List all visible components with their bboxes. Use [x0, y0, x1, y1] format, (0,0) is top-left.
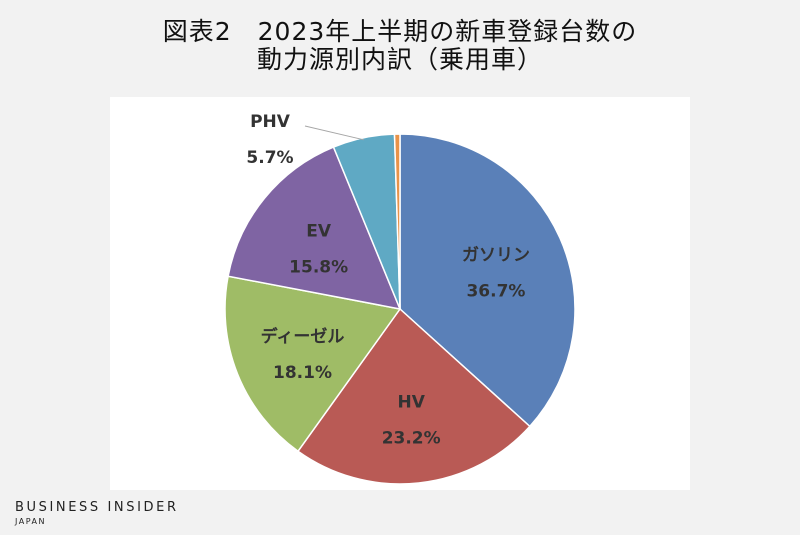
brand-sub: JAPAN [15, 517, 46, 526]
pie-slice-2 [296, 307, 531, 485]
plot-area: ガソリン 36.7% HV 23.2% ディーゼル 18.1% EV 15.8% PHV 5.7% [110, 97, 690, 490]
pie-slice-4 [227, 146, 402, 310]
brand-logo: BUSINESS INSIDER [15, 500, 179, 515]
chart-title: 図表2 2023年上半期の新車登録台数の 動力源別内訳（乗用車） [0, 18, 800, 74]
pie-chart: ガソリン 36.7% HV 23.2% ディーゼル 18.1% EV 15.8% PHV 5.7% [224, 112, 576, 485]
slice-label-2: HV [397, 392, 425, 412]
slice-value-1: 36.7% [466, 281, 525, 301]
slice-value-3: 18.1% [273, 363, 332, 383]
pie-slice-3 [224, 275, 402, 453]
footer: BUSINESS INSIDER JAPAN [0, 490, 800, 535]
slice-value-2: 23.2% [382, 428, 441, 448]
slice-label-3: ディーゼル [261, 326, 345, 347]
pie-slice-6 [393, 133, 401, 310]
slice-label-1: ガソリン [462, 245, 530, 265]
pie-slice-1 [399, 133, 576, 428]
title-line-1: 図表2 2023年上半期の新車登録台数の [162, 17, 638, 46]
slice-value-4: 15.8% [289, 258, 348, 278]
slice-value-5: 5.7% [246, 148, 293, 168]
slice-label-5: PHV [250, 112, 291, 132]
slice-label-4: EV [306, 222, 332, 242]
leader-line-5 [304, 125, 364, 141]
title-line-2: 動力源別内訳（乗用車） [256, 45, 543, 74]
